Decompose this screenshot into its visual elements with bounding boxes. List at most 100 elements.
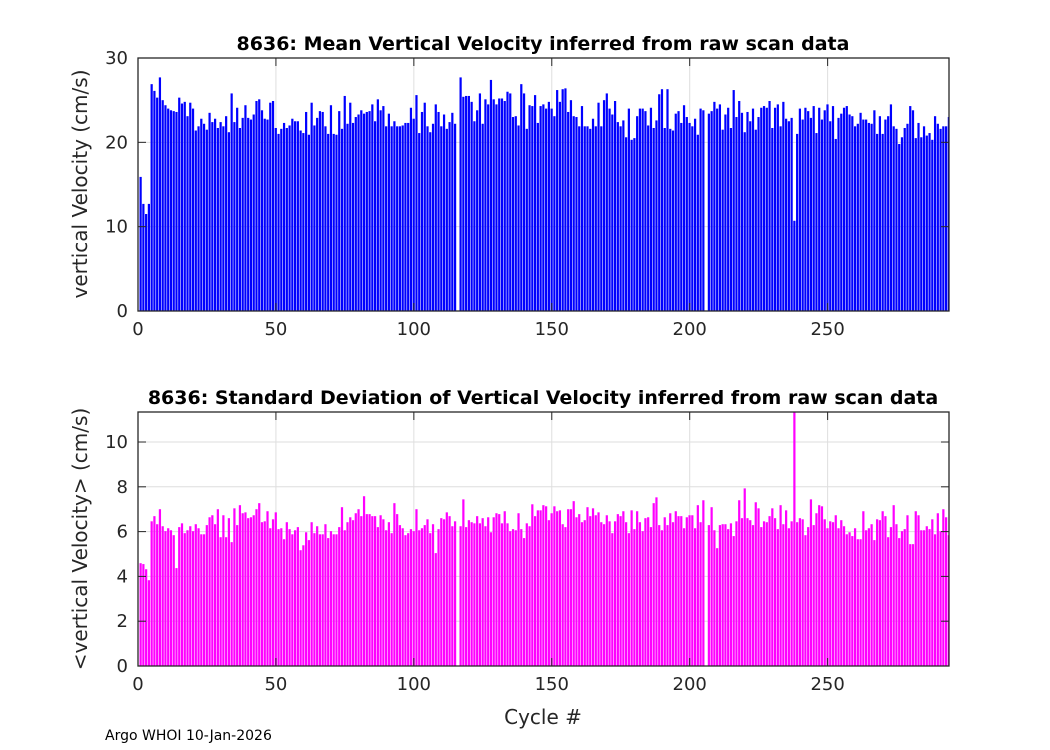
bar-cycle-262 bbox=[859, 112, 862, 311]
bar-cycle-32 bbox=[225, 537, 228, 666]
bar-cycle-174 bbox=[616, 514, 619, 666]
bar-cycle-78 bbox=[351, 520, 355, 666]
bar-cycle-172 bbox=[611, 114, 614, 311]
bar-cycle-169 bbox=[602, 100, 606, 311]
bar-cycle-191 bbox=[663, 517, 666, 666]
bar-cycle-256 bbox=[842, 107, 846, 311]
bar-cycle-271 bbox=[884, 119, 887, 311]
bar-cycle-71 bbox=[332, 534, 335, 666]
bar-cycle-50 bbox=[274, 512, 277, 666]
bar-cycle-184 bbox=[644, 518, 647, 666]
bar-cycle-26 bbox=[208, 112, 211, 311]
bar-cycle-95 bbox=[398, 525, 402, 666]
bar-series-mean bbox=[139, 77, 949, 311]
bar-cycle-144 bbox=[533, 516, 537, 666]
bar-cycle-283 bbox=[917, 122, 920, 311]
bar-cycle-105 bbox=[426, 126, 429, 311]
bar-cycle-138 bbox=[517, 125, 520, 311]
bar-cycle-253 bbox=[834, 138, 837, 311]
bar-cycle-289 bbox=[933, 116, 937, 311]
bar-cycle-35 bbox=[233, 122, 236, 311]
bar-cycle-96 bbox=[401, 528, 404, 666]
bar-cycle-287 bbox=[928, 133, 931, 311]
bar-cycle-10 bbox=[164, 105, 167, 311]
bar-cycle-264 bbox=[865, 530, 868, 666]
x-tick-label: 200 bbox=[673, 319, 707, 340]
bar-cycle-118 bbox=[462, 499, 465, 666]
bar-cycle-41 bbox=[249, 517, 253, 666]
bar-cycle-16 bbox=[180, 103, 184, 311]
bar-cycle-85 bbox=[371, 516, 374, 666]
bar-cycle-161 bbox=[580, 106, 584, 311]
bar-cycle-226 bbox=[760, 527, 763, 666]
bar-cycle-97 bbox=[404, 122, 407, 311]
chart-title-std: 8636: Standard Deviation of Vertical Vel… bbox=[148, 387, 938, 409]
bar-cycle-222 bbox=[749, 520, 752, 666]
bar-cycle-14 bbox=[175, 111, 178, 311]
bar-cycle-291 bbox=[939, 531, 942, 666]
bar-cycle-199 bbox=[685, 117, 688, 311]
bar-cycle-11 bbox=[167, 108, 170, 311]
bar-cycle-125 bbox=[481, 123, 484, 311]
bar-cycle-73 bbox=[338, 527, 341, 666]
bar-cycle-65 bbox=[316, 117, 319, 311]
bar-cycle-233 bbox=[779, 505, 782, 666]
bar-cycle-80 bbox=[357, 114, 360, 311]
bar-cycle-229 bbox=[768, 516, 771, 666]
bar-cycle-146 bbox=[539, 510, 542, 666]
bar-cycle-175 bbox=[619, 126, 622, 311]
bar-cycle-243 bbox=[807, 527, 810, 666]
bar-cycle-278 bbox=[903, 529, 906, 666]
bar-cycle-17 bbox=[183, 533, 186, 666]
bar-cycle-142 bbox=[528, 526, 531, 666]
bar-cycle-120 bbox=[467, 520, 470, 666]
bar-cycle-277 bbox=[900, 137, 904, 311]
bar-cycle-185 bbox=[647, 125, 650, 311]
bar-cycle-76 bbox=[346, 123, 349, 311]
bar-cycle-122 bbox=[473, 523, 476, 666]
bar-cycle-121 bbox=[470, 101, 473, 311]
bar-cycle-291 bbox=[939, 128, 942, 311]
bar-cycle-108 bbox=[434, 104, 437, 311]
bar-cycle-237 bbox=[790, 521, 793, 666]
bar-cycle-58 bbox=[296, 527, 299, 666]
bar-cycle-129 bbox=[492, 517, 495, 666]
bar-cycle-71 bbox=[332, 133, 335, 311]
bar-cycle-113 bbox=[448, 122, 451, 311]
bar-cycle-47 bbox=[266, 119, 269, 311]
bar-cycle-88 bbox=[379, 110, 382, 311]
bar-cycle-150 bbox=[550, 513, 553, 666]
bar-cycle-16 bbox=[180, 523, 184, 666]
bar-cycle-227 bbox=[762, 521, 766, 666]
bar-cycle-230 bbox=[771, 508, 774, 666]
bar-cycle-31 bbox=[222, 126, 225, 311]
bar-cycle-63 bbox=[310, 522, 313, 666]
bar-cycle-248 bbox=[820, 506, 824, 666]
y-tick-label: 4 bbox=[117, 566, 128, 587]
bar-cycle-221 bbox=[746, 111, 749, 311]
x-tick-label: 0 bbox=[132, 319, 143, 340]
bar-cycle-180 bbox=[633, 138, 636, 311]
bar-cycle-243 bbox=[807, 111, 810, 311]
bar-cycle-91 bbox=[387, 522, 390, 666]
bar-cycle-156 bbox=[567, 509, 570, 666]
bar-cycle-27 bbox=[211, 122, 214, 311]
y-tick-label: 0 bbox=[117, 656, 128, 677]
bar-cycle-182 bbox=[638, 522, 642, 666]
bar-cycle-254 bbox=[837, 117, 840, 311]
bar-cycle-128 bbox=[489, 79, 493, 311]
bar-cycle-194 bbox=[671, 130, 675, 311]
bar-cycle-201 bbox=[691, 126, 694, 311]
bar-cycle-290 bbox=[936, 123, 939, 311]
y-axis-label-mean: vertical Velocity (cm/s) bbox=[68, 70, 92, 299]
x-tick-label: 0 bbox=[132, 674, 143, 695]
bar-cycle-124 bbox=[478, 93, 482, 311]
bar-cycle-198 bbox=[682, 528, 686, 666]
bar-cycle-218 bbox=[738, 500, 741, 666]
bar-cycle-27 bbox=[211, 515, 214, 666]
bar-cycle-218 bbox=[738, 101, 741, 311]
bar-cycle-251 bbox=[829, 521, 832, 666]
bar-cycle-60 bbox=[302, 545, 305, 666]
bar-cycle-44 bbox=[258, 503, 261, 666]
bar-cycle-181 bbox=[636, 511, 639, 666]
